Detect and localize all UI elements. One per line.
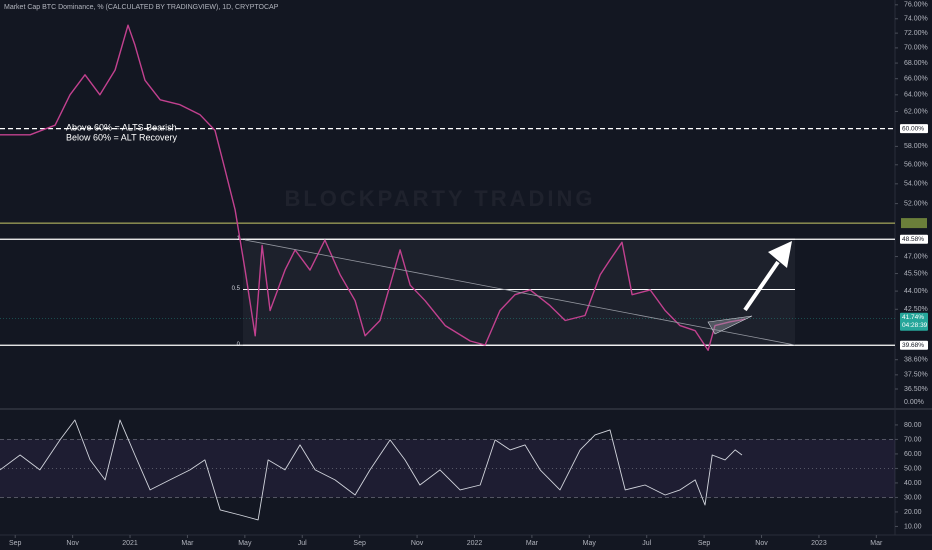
axis-tag: [900, 124, 928, 134]
y-tick-label: 58.00%: [904, 143, 928, 150]
fib-label: 0.5: [232, 286, 241, 292]
trend-line: [244, 239, 796, 346]
x-tick-label: Nov: [755, 540, 768, 547]
x-tick-label: Mar: [526, 540, 539, 547]
x-tick-label: 2023: [811, 540, 827, 547]
y-tick-label: 40.00: [904, 480, 922, 487]
y-tick-label: 44.00%: [904, 288, 928, 295]
y-tick-label: 62.00%: [904, 108, 928, 115]
axis-tag: [900, 340, 928, 350]
x-tick-label: May: [583, 540, 597, 547]
y-tick-label: 64.00%: [904, 92, 928, 99]
x-tick-label: Jul: [298, 540, 307, 547]
x-tick-label: 2021: [122, 540, 138, 547]
annotation: Below 60% = ALT Recovery: [66, 132, 177, 142]
x-tick-label: 2022: [467, 540, 483, 547]
y-tick-label: 42.50%: [904, 306, 928, 313]
countdown-label: 04:28:39: [902, 322, 928, 329]
y-tick-label: 70.00%: [904, 45, 928, 52]
y-tick-label: 45.50%: [904, 270, 928, 277]
y-tick-label: 74.00%: [904, 16, 928, 23]
x-tick-label: May: [238, 540, 252, 547]
annotation: Above 60% = ALTS Bearish: [66, 122, 177, 132]
y-tick-label: 52.00%: [904, 200, 928, 207]
y-tick-label: 80.00: [904, 422, 922, 429]
axis-tag-label: 48.58%: [902, 236, 924, 243]
x-tick-label: Sep: [698, 540, 711, 547]
x-tick-label: Sep: [353, 540, 366, 547]
y-tick-label: 56.00%: [904, 162, 928, 169]
arrow-shaft: [743, 260, 780, 312]
y-tick-label: 66.00%: [904, 76, 928, 83]
x-tick-label: Sep: [9, 540, 22, 547]
y-tick-label: 68.00%: [904, 60, 928, 67]
y-tick-label: 60.00: [904, 451, 922, 458]
triangle-pattern: [707, 315, 753, 335]
y-tick-label: 76.00%: [904, 2, 928, 9]
rsi-line: [0, 419, 743, 521]
y-tick-label: 36.50%: [904, 386, 928, 393]
x-tick-label: Mar: [181, 540, 194, 547]
axis-tag: [900, 234, 928, 244]
x-tick-label: Nov: [411, 540, 424, 547]
watermark: BLOCKPARTY TRADING: [284, 186, 595, 211]
axis-tag-label: 41.74%: [902, 314, 924, 321]
arrow-head: [768, 241, 792, 268]
axis-tag-label: 60.00%: [902, 125, 924, 132]
chart-title: Market Cap BTC Dominance, % (CALCULATED …: [4, 4, 279, 11]
axis-tag: [900, 312, 928, 331]
x-tick-label: Jul: [642, 540, 651, 547]
y-tick-label: 37.50%: [904, 372, 928, 379]
y-tick-label: 30.00: [904, 494, 922, 501]
x-tick-label: Nov: [66, 540, 79, 547]
highlight-tag: [901, 218, 927, 229]
pct-label: 0.00%: [904, 399, 924, 406]
y-tick-label: 47.00%: [904, 253, 928, 260]
y-tick-label: 70.00: [904, 436, 922, 443]
price-line: [0, 24, 746, 351]
y-tick-label: 20.00: [904, 509, 922, 516]
y-tick-label: 54.00%: [904, 181, 928, 188]
y-tick-label: 50.00: [904, 465, 922, 472]
y-tick-label: 10.00: [904, 523, 922, 530]
y-tick-label: 72.00%: [904, 30, 928, 37]
x-tick-label: Mar: [870, 540, 883, 547]
y-tick-label: 38.60%: [904, 357, 928, 364]
axis-tag-label: 39.68%: [902, 342, 924, 349]
